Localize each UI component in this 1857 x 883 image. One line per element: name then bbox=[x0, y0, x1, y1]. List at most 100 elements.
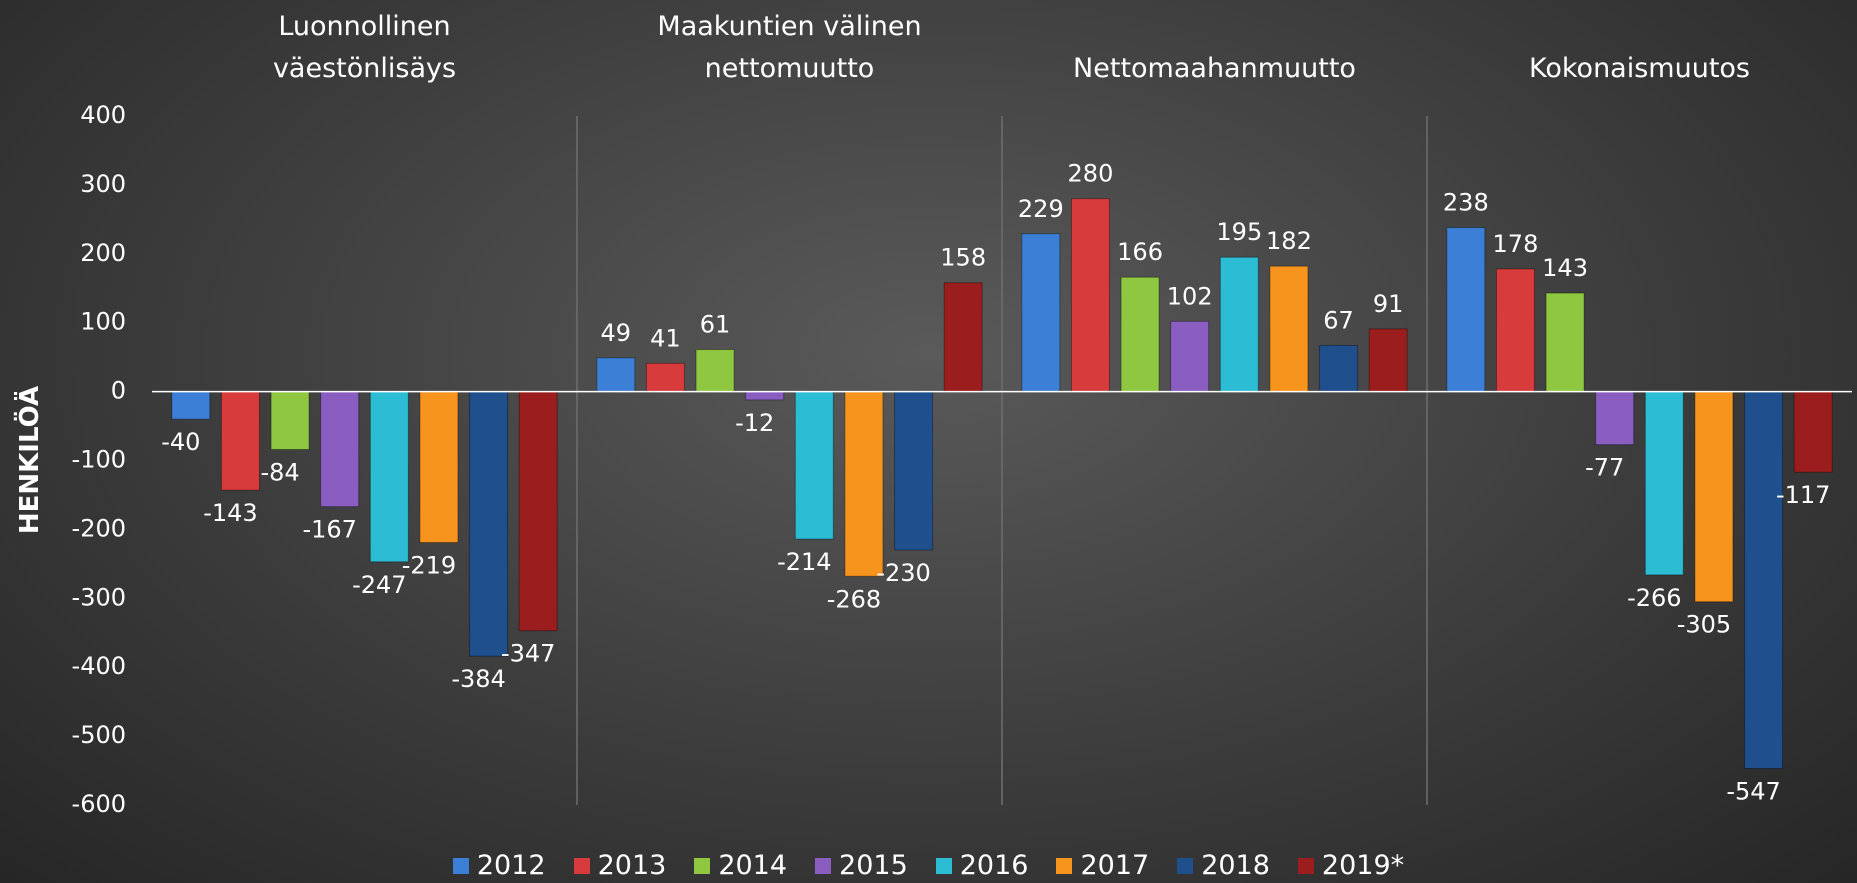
value-label: 178 bbox=[1493, 230, 1539, 258]
y-tick-label: 0 bbox=[111, 377, 126, 405]
legend-label: 2019* bbox=[1321, 850, 1405, 881]
value-label: 91 bbox=[1373, 290, 1404, 318]
category-label: Maakuntien välinen nettomuutto bbox=[657, 11, 922, 84]
value-label: -167 bbox=[302, 516, 356, 544]
legend-item: 2015 bbox=[815, 850, 908, 881]
bar bbox=[1793, 391, 1833, 473]
legend-label: 2017 bbox=[1080, 850, 1150, 881]
value-label: 102 bbox=[1167, 282, 1213, 310]
bar bbox=[1219, 256, 1259, 393]
legend-swatch bbox=[815, 857, 832, 874]
y-tick-label: 400 bbox=[80, 101, 126, 129]
bar bbox=[419, 391, 459, 543]
bar bbox=[745, 391, 785, 401]
legend-swatch bbox=[1177, 857, 1194, 874]
value-label: 166 bbox=[1117, 238, 1163, 266]
legend-swatch bbox=[935, 857, 952, 874]
legend-label: 2018 bbox=[1201, 850, 1270, 881]
legend-item: 2012 bbox=[452, 850, 546, 881]
value-label: 158 bbox=[940, 244, 986, 272]
legend-label: 2014 bbox=[718, 850, 788, 881]
legend-label: 2012 bbox=[476, 850, 546, 881]
bar bbox=[1319, 344, 1359, 393]
legend-label: 2016 bbox=[959, 850, 1029, 881]
y-tick-label: 100 bbox=[80, 308, 126, 336]
y-tick-label: -600 bbox=[72, 790, 126, 818]
value-label: -219 bbox=[402, 551, 456, 579]
value-label: -77 bbox=[1585, 454, 1624, 482]
bar bbox=[1269, 265, 1309, 393]
bar bbox=[645, 362, 685, 393]
bar bbox=[369, 391, 409, 563]
y-tick-label: -400 bbox=[72, 652, 126, 680]
value-label: 229 bbox=[1018, 195, 1064, 223]
value-label: -268 bbox=[827, 585, 881, 613]
value-label: -305 bbox=[1677, 611, 1731, 639]
value-label: 61 bbox=[700, 311, 731, 339]
value-label: -117 bbox=[1776, 481, 1830, 509]
value-label: 143 bbox=[1542, 254, 1588, 282]
bar bbox=[469, 391, 509, 657]
y-tick-label: 300 bbox=[80, 170, 126, 198]
value-label: 67 bbox=[1323, 306, 1354, 334]
bar bbox=[1446, 227, 1486, 393]
bar bbox=[794, 391, 834, 540]
legend-swatch bbox=[1297, 857, 1314, 874]
bar bbox=[220, 391, 260, 491]
legend: 2012 2013 2014 2015 2016 2017 2018 2019* bbox=[0, 850, 1857, 881]
y-tick-label: -300 bbox=[72, 583, 126, 611]
legend-swatch bbox=[452, 857, 469, 874]
legend-item: 2016 bbox=[935, 850, 1029, 881]
value-label: -266 bbox=[1627, 584, 1681, 612]
bar bbox=[844, 391, 884, 577]
legend-swatch bbox=[694, 857, 711, 874]
value-label: 49 bbox=[601, 319, 632, 347]
bar bbox=[1694, 391, 1734, 603]
bar bbox=[518, 391, 558, 632]
bar bbox=[695, 349, 735, 393]
bar bbox=[1170, 320, 1210, 393]
legend-swatch bbox=[573, 857, 590, 874]
bar bbox=[320, 391, 360, 508]
bar bbox=[1368, 328, 1408, 393]
value-label: 182 bbox=[1266, 227, 1312, 255]
value-label: -347 bbox=[501, 640, 555, 668]
bar bbox=[1595, 391, 1635, 446]
value-label: -143 bbox=[203, 499, 257, 527]
bar bbox=[943, 282, 983, 393]
legend-swatch bbox=[1056, 857, 1073, 874]
y-tick-label: 200 bbox=[80, 239, 126, 267]
legend-label: 2015 bbox=[839, 850, 908, 881]
value-label: -214 bbox=[777, 548, 831, 576]
bar bbox=[1644, 391, 1684, 576]
category-label: Nettomaahanmuutto bbox=[1073, 53, 1356, 84]
legend-item: 2019* bbox=[1297, 850, 1405, 881]
value-label: -547 bbox=[1726, 777, 1780, 805]
y-tick-label: -500 bbox=[72, 721, 126, 749]
value-label: -247 bbox=[352, 571, 406, 599]
legend-item: 2018 bbox=[1177, 850, 1270, 881]
value-label: 238 bbox=[1443, 189, 1489, 217]
value-label: -230 bbox=[876, 559, 930, 587]
bar bbox=[171, 391, 211, 420]
bar bbox=[1120, 276, 1160, 393]
legend-label: 2013 bbox=[597, 850, 667, 881]
legend-item: 2017 bbox=[1056, 850, 1149, 881]
y-tick-label: -200 bbox=[72, 514, 126, 542]
bar bbox=[1545, 292, 1585, 393]
bar bbox=[1495, 268, 1535, 393]
bar bbox=[1744, 391, 1784, 769]
bar bbox=[270, 391, 310, 450]
category-label: Kokonaismuutos bbox=[1529, 53, 1750, 84]
value-label: -12 bbox=[735, 409, 774, 437]
bar bbox=[596, 357, 636, 393]
legend-item: 2013 bbox=[573, 850, 667, 881]
value-label: 195 bbox=[1216, 218, 1262, 246]
bar bbox=[1021, 233, 1061, 393]
legend-item: 2014 bbox=[694, 850, 787, 881]
y-axis-label: HENKILÖÄ bbox=[15, 385, 45, 535]
value-label: -40 bbox=[161, 428, 200, 456]
bar bbox=[894, 391, 934, 551]
